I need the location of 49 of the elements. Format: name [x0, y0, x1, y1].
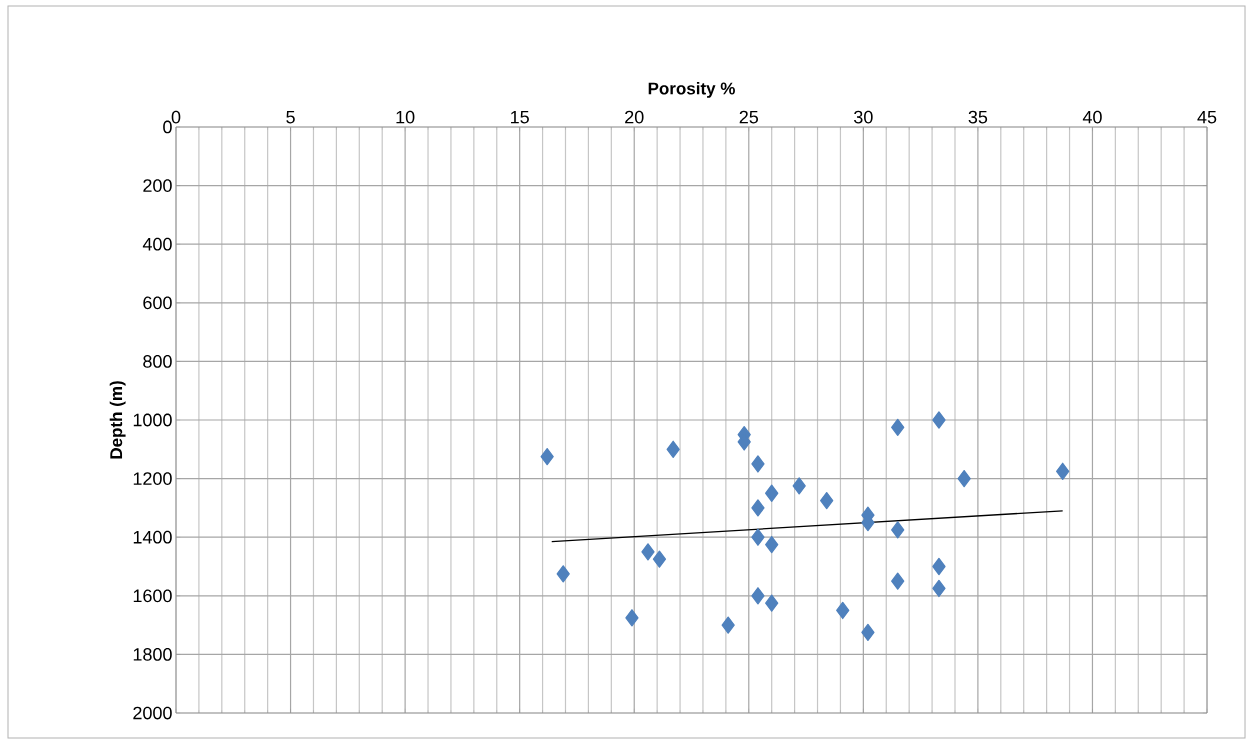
point: [751, 499, 765, 517]
point: [891, 521, 905, 539]
point: [1056, 462, 1070, 480]
x-tick-label: 15: [511, 110, 529, 124]
point: [836, 601, 850, 620]
y-tick-label: 200: [143, 179, 172, 192]
point: [932, 579, 946, 598]
x-tick-label: 25: [739, 110, 759, 124]
y-axis-title: Depth (m): [109, 381, 126, 459]
y-tick-label: 1800: [133, 648, 172, 661]
y-tick-label: 600: [143, 296, 172, 310]
point: [751, 455, 765, 473]
point: [625, 609, 639, 627]
point: [751, 528, 765, 546]
x-tick-label: 40: [1082, 110, 1102, 124]
point: [652, 550, 667, 568]
point: [721, 616, 735, 634]
point: [932, 411, 946, 429]
point: [820, 491, 834, 510]
x-axis-title: Porosity %: [648, 82, 735, 98]
x-tick-label: 30: [854, 110, 873, 124]
point: [641, 543, 655, 561]
x-tick-label: 20: [625, 110, 644, 124]
x-tick-label: 10: [396, 110, 415, 124]
y-tick-label: 1000: [133, 413, 172, 427]
point: [556, 565, 570, 583]
y-tick-label: 800: [143, 355, 172, 368]
x-tick-label: 5: [286, 110, 295, 124]
x-tick-label: 45: [1197, 110, 1217, 124]
x-tick-label: 0: [171, 110, 181, 124]
point: [891, 572, 905, 590]
point: [666, 440, 680, 458]
y-tick-label: 2000: [133, 706, 172, 720]
y-tick-label: 1200: [133, 472, 172, 485]
point: [751, 587, 765, 605]
y-tick-label: 1400: [133, 530, 172, 544]
point: [765, 535, 779, 554]
point: [540, 447, 554, 466]
x-tick-label: 35: [968, 110, 988, 124]
point: [792, 477, 806, 495]
point: [765, 594, 779, 612]
point: [932, 557, 946, 576]
point: [861, 623, 875, 642]
point: [891, 418, 905, 436]
point: [957, 469, 971, 488]
point: [765, 484, 779, 502]
y-tick-label: 400: [142, 237, 172, 251]
y-tick-label: 1600: [133, 589, 172, 603]
y-tick-label: 0: [163, 120, 172, 134]
